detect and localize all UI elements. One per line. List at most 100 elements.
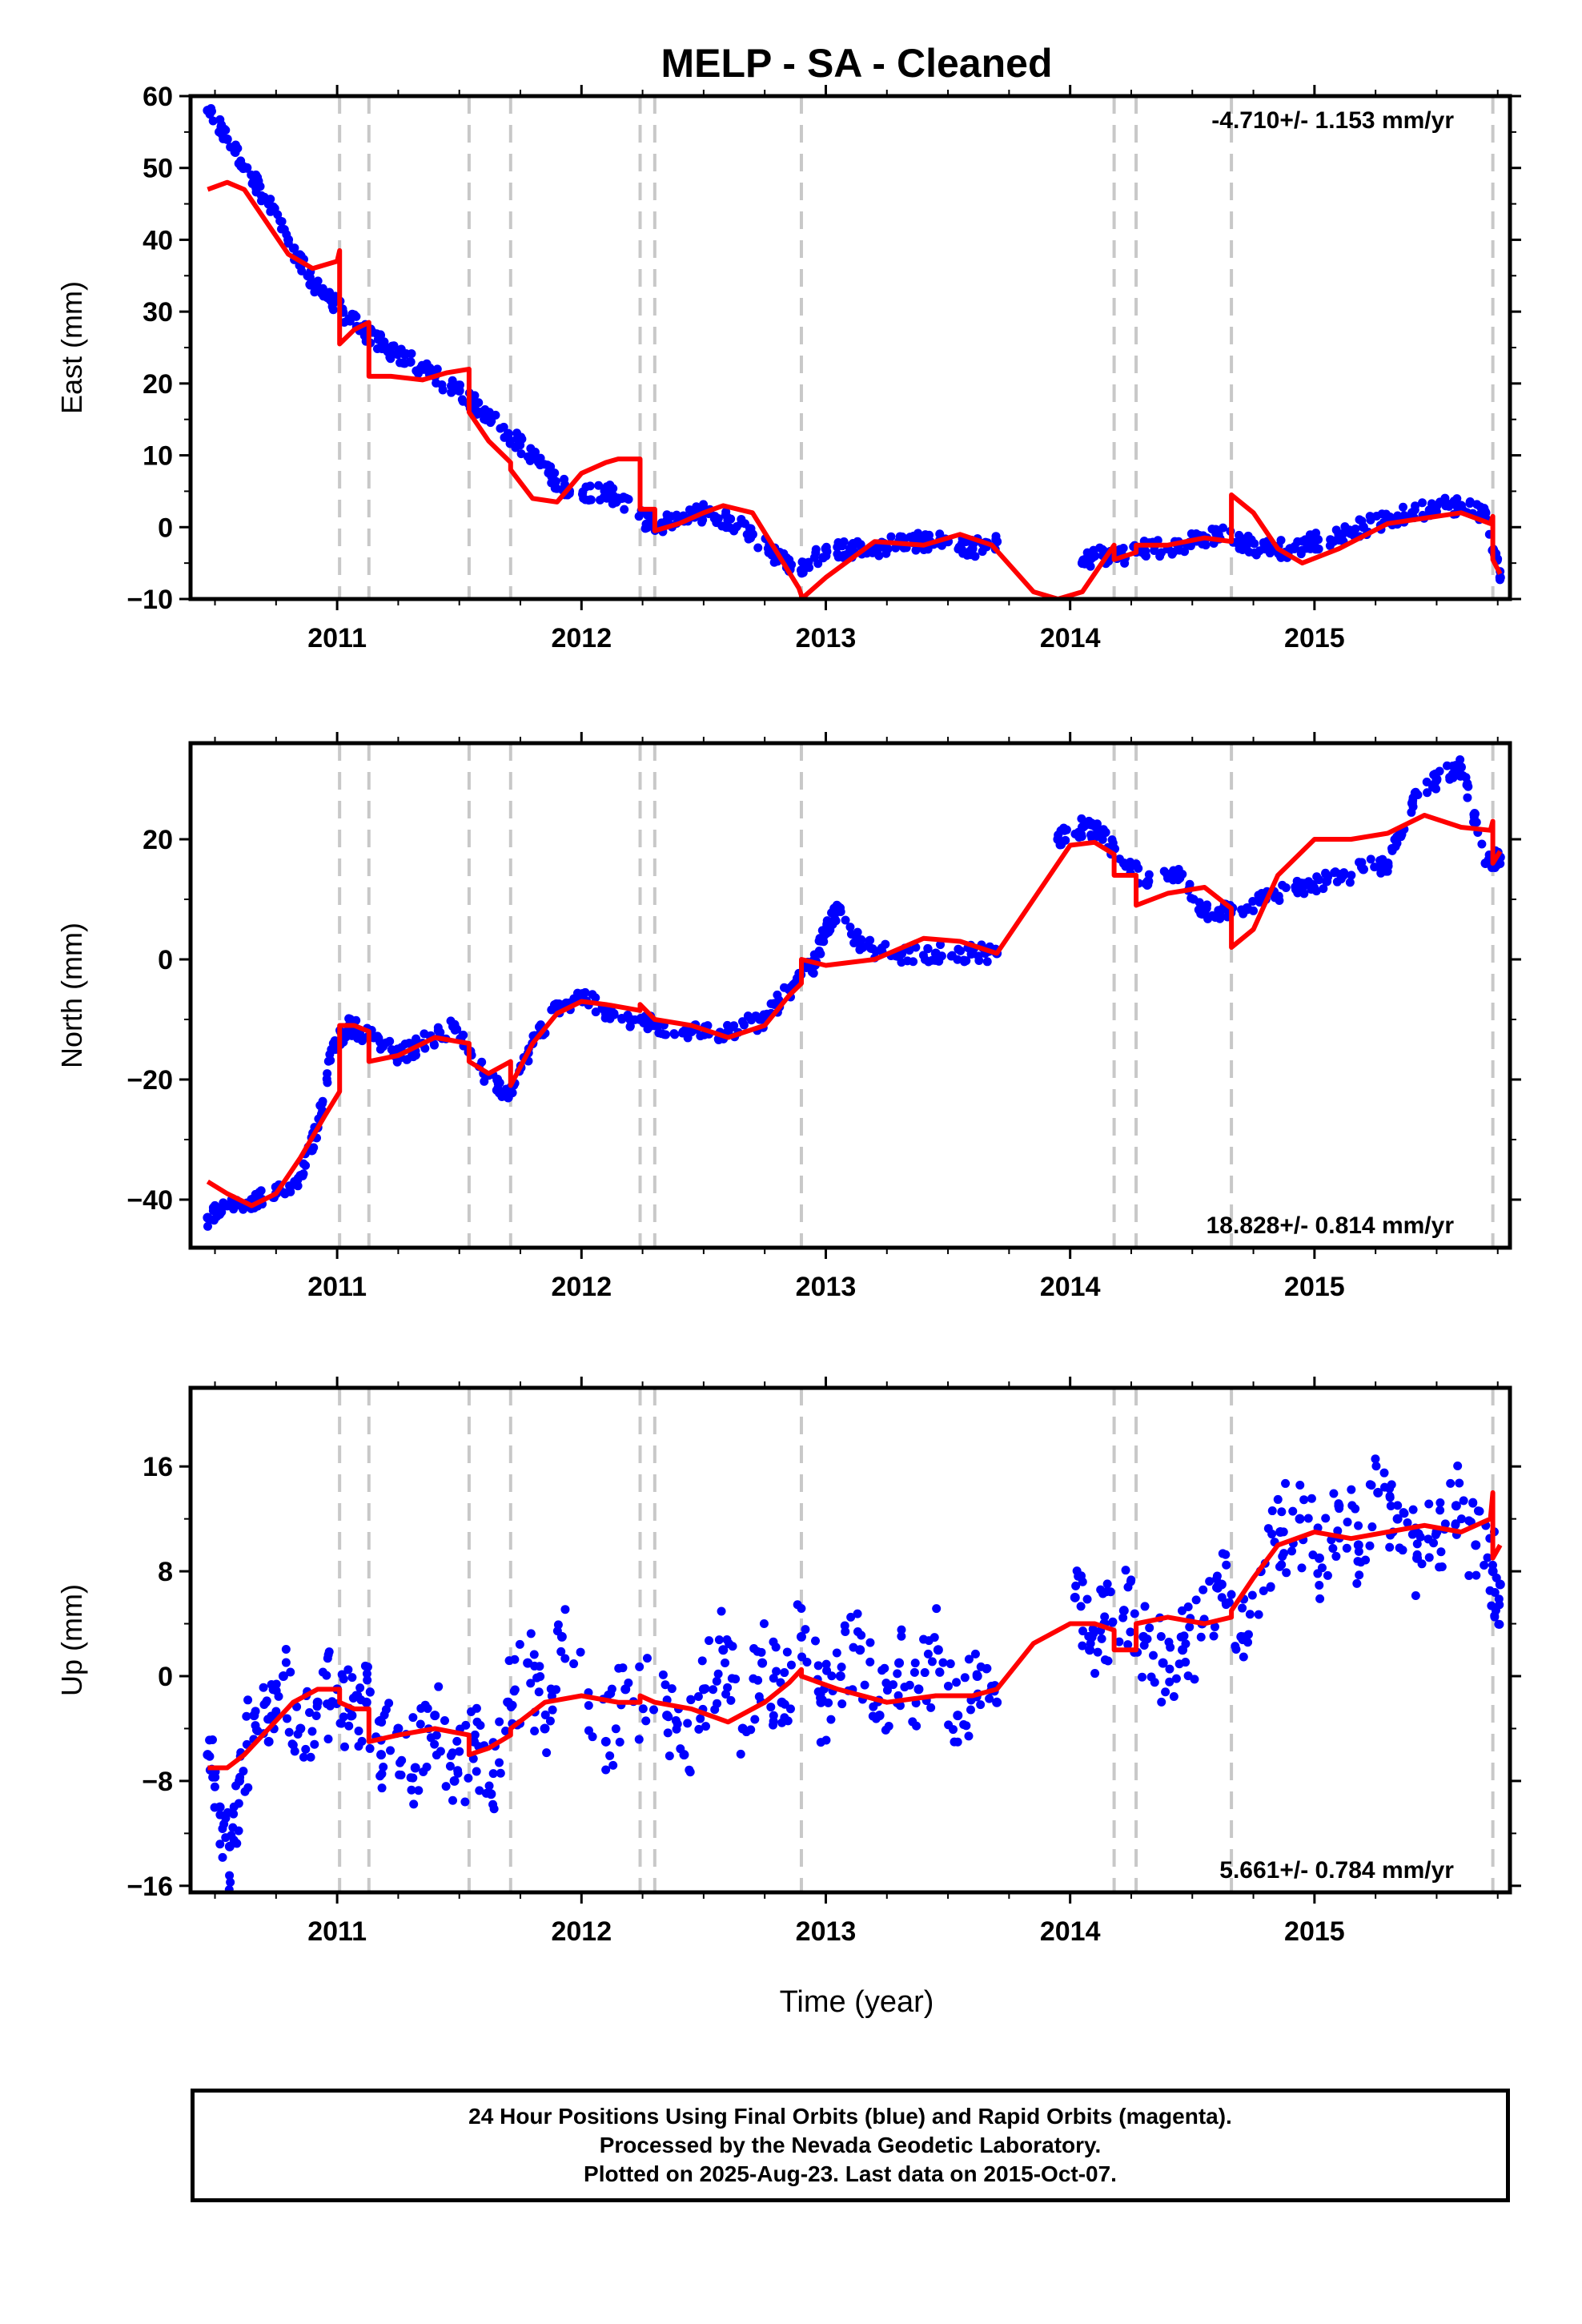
data-point xyxy=(526,1679,536,1688)
data-point xyxy=(372,1031,382,1041)
data-point xyxy=(874,551,884,561)
data-point xyxy=(894,1658,905,1668)
data-point xyxy=(625,1021,635,1031)
data-point xyxy=(305,280,315,290)
data-point xyxy=(895,1701,905,1711)
y-tick-label: 60 xyxy=(143,82,173,112)
data-point xyxy=(1237,535,1247,545)
data-point xyxy=(1222,1560,1231,1570)
data-point xyxy=(889,1680,898,1690)
data-point xyxy=(787,560,797,569)
data-point xyxy=(1490,1612,1500,1622)
data-point xyxy=(266,195,275,204)
data-point xyxy=(697,1656,707,1666)
data-point xyxy=(495,1717,504,1727)
data-point xyxy=(1266,1582,1275,1591)
data-point xyxy=(1339,529,1348,538)
data-point xyxy=(556,1631,567,1642)
data-point xyxy=(833,902,843,911)
data-point xyxy=(461,1720,471,1730)
data-point xyxy=(1090,1669,1100,1679)
data-point xyxy=(376,1750,387,1760)
data-point xyxy=(227,1831,236,1840)
data-point xyxy=(712,1676,721,1686)
data-point xyxy=(905,1680,914,1690)
data-point xyxy=(801,558,810,568)
data-point xyxy=(420,1043,430,1053)
data-point xyxy=(1326,535,1335,545)
data-point xyxy=(1295,1514,1305,1524)
data-point xyxy=(1130,1609,1139,1618)
data-point xyxy=(363,1663,372,1672)
data-point xyxy=(560,1654,570,1663)
data-point xyxy=(1328,1543,1338,1553)
data-point xyxy=(1131,859,1141,869)
data-point xyxy=(832,1648,841,1658)
data-point xyxy=(436,1747,445,1756)
up-panel: −16 −8 0 8 16 2011 2012 2013 2014 2015 Up (mm) 5.66… xyxy=(55,1377,1521,1947)
x-tick-label: 2014 xyxy=(1040,623,1101,653)
data-point xyxy=(340,1742,350,1751)
data-point xyxy=(298,1171,307,1180)
data-point xyxy=(881,939,890,949)
data-point xyxy=(959,955,969,965)
data-point xyxy=(923,944,933,954)
data-point xyxy=(1203,900,1212,910)
data-point xyxy=(1436,1547,1446,1557)
data-point xyxy=(1118,1613,1128,1622)
data-point xyxy=(1323,1570,1332,1580)
data-point xyxy=(501,1726,511,1735)
data-point xyxy=(910,1659,920,1668)
data-point xyxy=(311,1711,321,1720)
data-point xyxy=(865,1657,875,1667)
data-point xyxy=(530,1727,540,1736)
x-tick-label: 2011 xyxy=(307,623,367,653)
data-point xyxy=(212,1212,222,1221)
data-point xyxy=(1101,827,1110,837)
data-point xyxy=(381,1038,391,1047)
data-point xyxy=(1245,1610,1255,1619)
data-point xyxy=(930,1633,939,1642)
data-point xyxy=(506,1703,516,1712)
data-point xyxy=(1108,838,1118,848)
data-point xyxy=(662,510,672,520)
data-point xyxy=(307,1727,317,1736)
data-point xyxy=(673,1719,682,1729)
data-point xyxy=(1325,541,1335,550)
data-point xyxy=(1250,539,1259,549)
data-point xyxy=(881,1679,891,1688)
data-point xyxy=(954,944,963,954)
data-point xyxy=(290,243,299,253)
data-point xyxy=(780,1713,789,1723)
data-point xyxy=(1422,777,1431,786)
data-point xyxy=(1107,1618,1117,1627)
data-point xyxy=(1459,1496,1468,1506)
data-point xyxy=(560,1605,570,1614)
data-point xyxy=(1361,1555,1371,1565)
data-point xyxy=(323,1056,333,1066)
data-point xyxy=(821,551,831,561)
data-point xyxy=(1398,502,1407,512)
data-point xyxy=(667,1684,677,1694)
data-point xyxy=(1145,1623,1154,1633)
data-point xyxy=(1431,784,1441,794)
data-point xyxy=(1319,884,1328,894)
data-point xyxy=(203,1221,212,1231)
data-point xyxy=(1165,1664,1174,1674)
data-point xyxy=(868,944,877,954)
data-point xyxy=(721,507,731,517)
data-point xyxy=(488,1799,498,1809)
data-point xyxy=(584,1701,593,1711)
data-point xyxy=(210,1200,219,1210)
data-point xyxy=(546,1684,556,1694)
data-point xyxy=(205,1751,215,1761)
data-point xyxy=(1468,1498,1478,1507)
data-point xyxy=(492,1085,501,1095)
data-point xyxy=(1446,1478,1456,1488)
data-point xyxy=(242,1711,251,1721)
data-point xyxy=(530,1661,540,1671)
y-tick-label: −8 xyxy=(142,1767,173,1797)
data-point xyxy=(1321,1514,1331,1523)
data-point xyxy=(960,1673,970,1683)
